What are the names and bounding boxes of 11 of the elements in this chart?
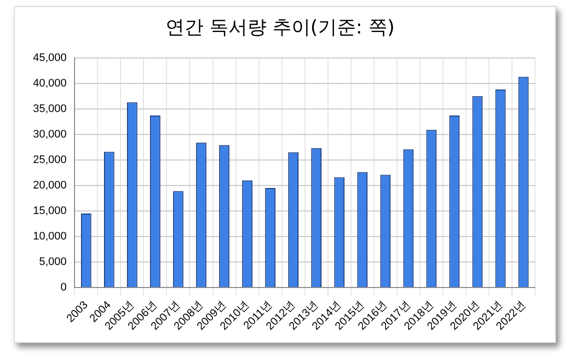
y-tick-label: 30,000 [32, 128, 67, 140]
y-tick-label: 5,000 [39, 256, 67, 268]
y-tick-label: 25,000 [32, 154, 67, 166]
y-tick-label: 15,000 [32, 205, 67, 218]
y-tick-label: 0 [60, 282, 67, 294]
y-tick-label: 35,000 [32, 102, 67, 115]
y-tick-label: 45,000 [32, 52, 67, 64]
chart-title: 연간 독서량 추이(기준: 쪽) [165, 16, 395, 38]
y-tick-label: 40,000 [32, 77, 67, 90]
y-tick-label: 20,000 [32, 179, 67, 192]
y-tick-label: 10,000 [32, 230, 67, 243]
